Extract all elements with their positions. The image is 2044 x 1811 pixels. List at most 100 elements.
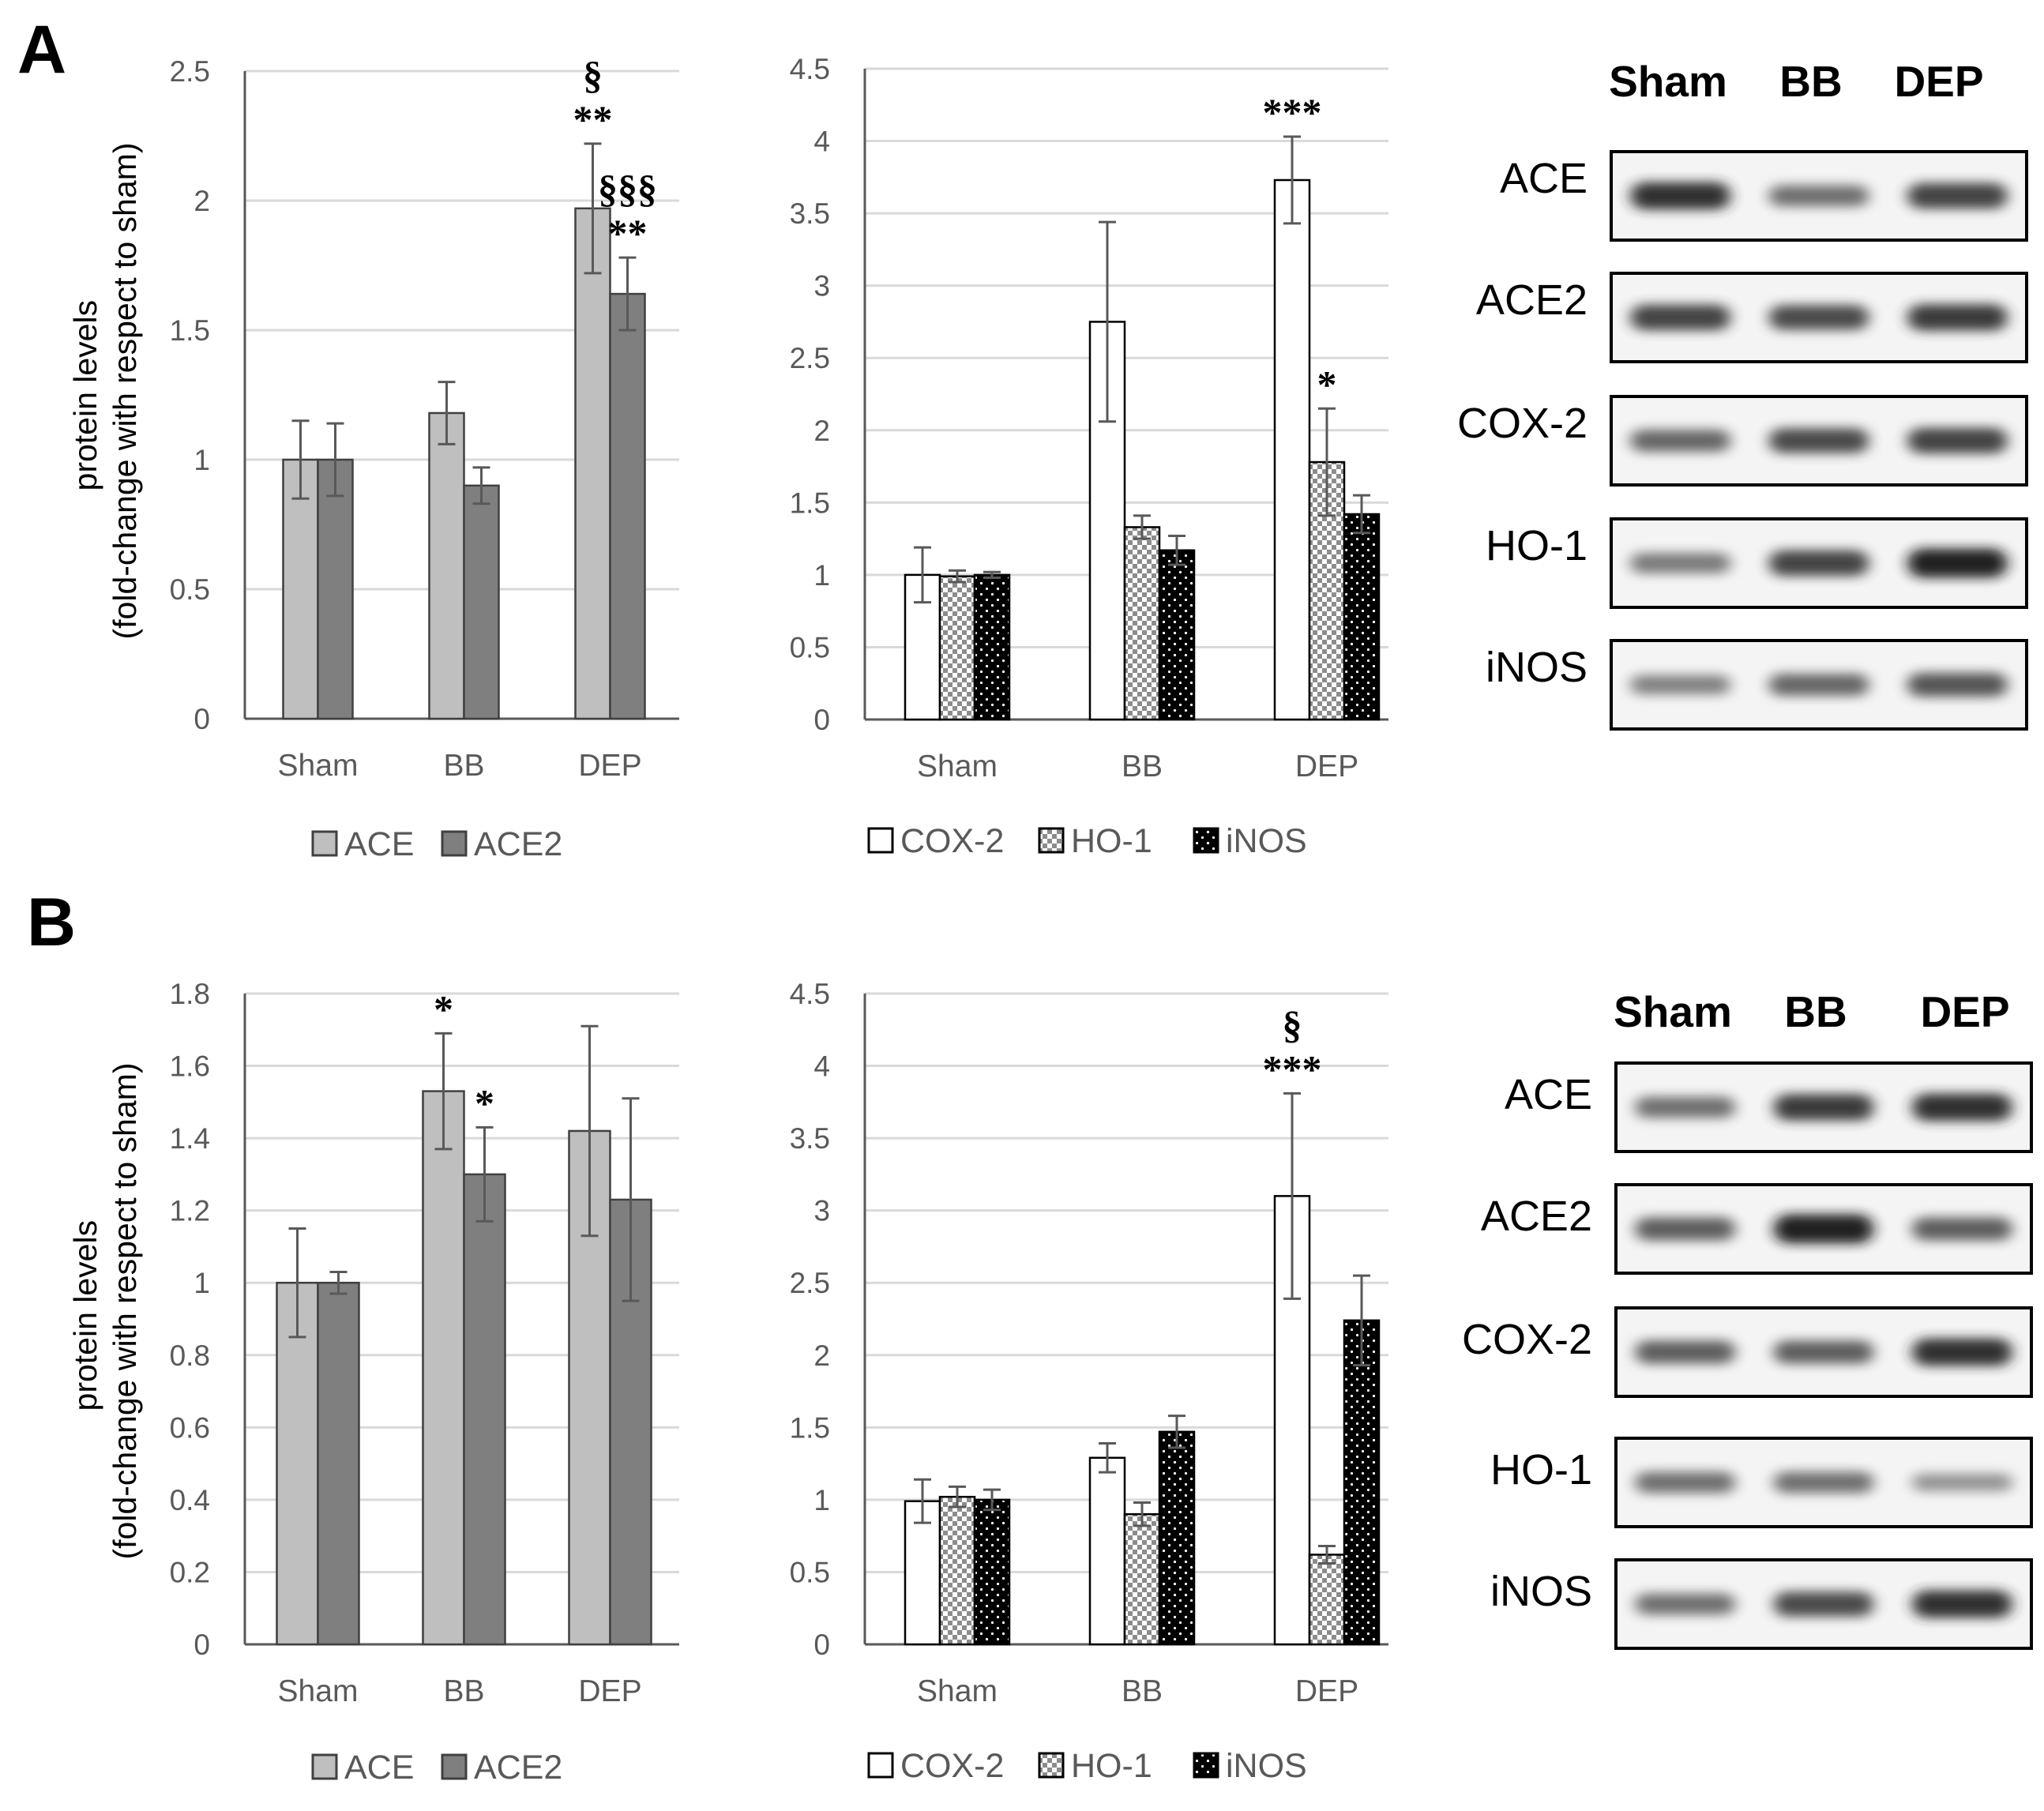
y-tick-label: 1.4 xyxy=(170,1122,210,1155)
y-tick-label: 3 xyxy=(813,270,830,302)
blot-band xyxy=(1907,304,2008,331)
bar-cox-2-dep xyxy=(1273,178,1311,721)
blot-band xyxy=(1630,182,1730,210)
blot-row-label-ho-1: HO-1 xyxy=(1490,1446,1592,1494)
blot-band xyxy=(1630,674,1730,695)
blot-band xyxy=(1773,1094,1874,1121)
bar-inos-bb xyxy=(1158,549,1196,721)
y-tick-label: 0.5 xyxy=(790,631,830,663)
blot-band xyxy=(1773,1471,1874,1494)
significance-marker: *** xyxy=(1263,90,1322,134)
legend-swatch-cox-2 xyxy=(867,1752,894,1779)
significance-marker: * xyxy=(1317,362,1337,406)
legend-label-ace: ACE xyxy=(344,825,414,863)
blot-band xyxy=(1768,673,1869,697)
y-tick-label: 0 xyxy=(813,1629,830,1661)
blot-column-header-bb: BB xyxy=(1779,57,1842,106)
bar-cox-2-sham xyxy=(904,573,941,721)
bar-ace2-sham xyxy=(317,1281,360,1646)
y-axis-label-a: protein levels (fold-change with respect… xyxy=(67,143,143,640)
x-tick-label-dep: DEP xyxy=(578,749,641,783)
blot-band xyxy=(1907,427,2008,454)
blot-band xyxy=(1912,1590,2012,1618)
legend-label-ace2: ACE2 xyxy=(474,1749,562,1787)
blot-band xyxy=(1635,1471,1735,1494)
blot-row-label-cox-2: COX-2 xyxy=(1462,1316,1592,1363)
legend-label-ace: ACE xyxy=(344,1749,414,1787)
y-tick-label: 1 xyxy=(813,1484,830,1516)
chart-b-ace-ace2: 0 0.2 0.4 0.6 0.8 1 1.2 1.4 1.6 1.8 Sham BB DEP * * ACE… xyxy=(170,978,679,1787)
x-tick-label-dep: DEP xyxy=(1295,750,1358,783)
bar-ace2-dep xyxy=(609,292,646,720)
blot-band xyxy=(1635,1217,1735,1241)
panel-label-b: B xyxy=(27,885,76,960)
y-tick-label: 0.5 xyxy=(790,1556,830,1588)
legend-label-inos: iNOS xyxy=(1226,1747,1307,1785)
blot-band xyxy=(1768,550,1869,577)
y-tick-label: 1 xyxy=(194,1267,210,1299)
blot-band xyxy=(1912,1093,2012,1122)
y-axis-label-line2: (fold-change with respect to sham) xyxy=(107,143,143,640)
bar-ace-sham xyxy=(282,458,319,720)
blot-row-label-ace2: ACE2 xyxy=(1481,1193,1592,1240)
blot-row-label-inos: iNOS xyxy=(1486,644,1587,691)
blot-band xyxy=(1630,553,1730,573)
x-tick-label-bb: BB xyxy=(443,749,484,783)
blot-band xyxy=(1907,672,2008,697)
bar-ace2-bb xyxy=(463,1173,506,1646)
panel-label-a: A xyxy=(17,12,66,88)
y-tick-label: 2.5 xyxy=(790,1267,830,1299)
y-tick-label: 0 xyxy=(813,704,830,736)
y-tick-label: 2 xyxy=(194,185,210,217)
significance-marker: * xyxy=(475,1080,494,1125)
legend-swatch-ace xyxy=(311,830,338,857)
y-tick-label: 0.8 xyxy=(170,1339,210,1372)
significance-marker: § xyxy=(583,53,603,97)
blot-band xyxy=(1768,185,1869,207)
y-tick-label: 0 xyxy=(194,703,210,735)
y-tick-label: 4 xyxy=(813,1050,830,1083)
y-tick-label: 3 xyxy=(813,1195,830,1227)
chart-b-cox2-ho1-inos: 0 0.5 1 1.5 2 2.5 3 3.5 4 4.5 Sham BB DEP §*** COX-2 HO… xyxy=(790,978,1388,1785)
y-tick-label: 2 xyxy=(813,1339,830,1372)
blot-band xyxy=(1907,548,2008,578)
blot-column-header-sham: Sham xyxy=(1614,987,1732,1036)
legend-label-ho-1: HO-1 xyxy=(1071,822,1152,860)
blot-band xyxy=(1768,428,1869,453)
significance-marker: § xyxy=(1283,1002,1302,1046)
blot-band xyxy=(1635,1593,1735,1615)
legend-swatch-ace2 xyxy=(441,830,468,857)
bar-inos-bb xyxy=(1158,1430,1196,1646)
western-blot-b: Sham BB DEP ACE ACE2 COX-2 HO-1 iNOS xyxy=(1462,987,2033,1650)
blot-band xyxy=(1912,1217,2012,1241)
blot-band xyxy=(1635,1096,1735,1118)
blot-row-label-inos: iNOS xyxy=(1490,1568,1592,1615)
y-tick-label: 1.2 xyxy=(170,1195,210,1227)
y-tick-label: 1.5 xyxy=(170,314,210,347)
blot-column-header-dep: DEP xyxy=(1920,987,2009,1036)
x-tick-label-dep: DEP xyxy=(578,1674,641,1708)
x-tick-label-bb: BB xyxy=(443,1674,484,1708)
x-tick-label-sham: Sham xyxy=(917,1674,998,1708)
bar-ace2-sham xyxy=(317,458,354,720)
legend-swatch-inos xyxy=(1193,827,1219,854)
y-tick-label: 0.2 xyxy=(170,1556,210,1588)
x-tick-label-dep: DEP xyxy=(1295,1674,1358,1708)
x-tick-label-sham: Sham xyxy=(278,1674,359,1708)
blot-band xyxy=(1907,182,2008,209)
y-tick-label: 4.5 xyxy=(790,978,830,1010)
y-tick-label: 0.5 xyxy=(170,573,210,606)
blot-row-label-ho-1: HO-1 xyxy=(1486,522,1587,569)
significance-marker: * xyxy=(434,986,453,1031)
blot-band xyxy=(1630,429,1730,453)
y-axis-label-line1: protein levels xyxy=(67,1220,103,1411)
bar-ho-1-dep xyxy=(1308,1554,1346,1646)
y-tick-label: 1.8 xyxy=(170,978,210,1010)
bar-cox-2-sham xyxy=(904,1500,941,1646)
legend-swatch-ace xyxy=(311,1753,338,1780)
significance-marker: ** xyxy=(573,97,613,141)
y-tick-label: 0.6 xyxy=(170,1411,210,1444)
bar-inos-sham xyxy=(973,573,1011,721)
